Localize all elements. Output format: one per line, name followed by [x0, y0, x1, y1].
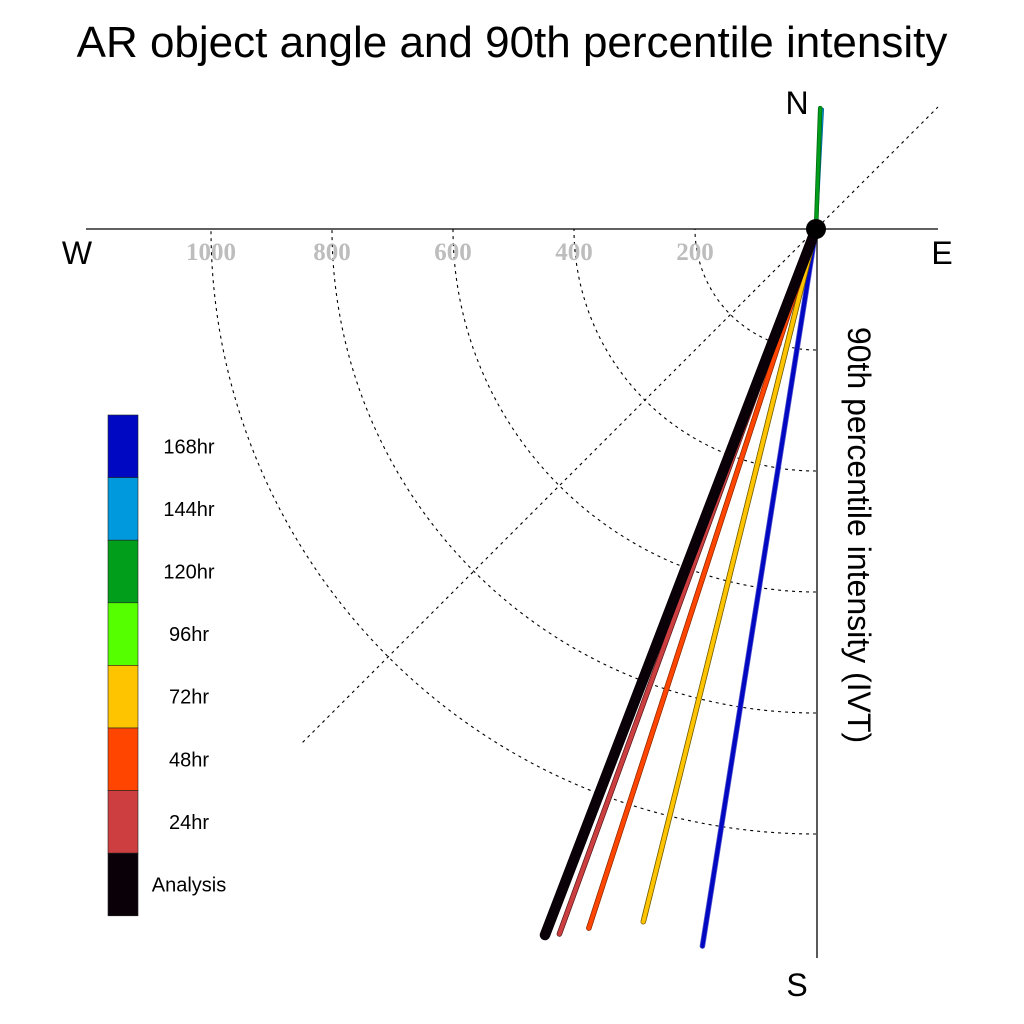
ring-label-200: 200: [676, 239, 714, 266]
legend-swatch-24hr: [107, 790, 139, 854]
ring-label-800: 800: [313, 239, 351, 266]
ring-label-400: 400: [555, 239, 593, 266]
legend-swatch-Analysis: [107, 852, 139, 917]
legend-swatch-96hr: [107, 602, 139, 666]
grid-ring-1000: [210, 228, 817, 835]
series-line-168hr: [699, 226, 819, 949]
ring-label-1000: 1000: [186, 239, 236, 266]
compass-south-label: S: [786, 967, 807, 1003]
series-line-Analysis: [539, 223, 822, 941]
series-line-120hr: [813, 105, 823, 232]
compass-west-label: W: [62, 235, 93, 271]
legend-swatch-144hr: [107, 477, 139, 541]
legend: 168hr 144hr 120hr 96hr 72hr 48hr 24hr Analysis: [107, 414, 226, 917]
legend-label-96hr: 96hr: [169, 624, 209, 646]
legend-swatch-168hr: [107, 414, 139, 478]
compass-axes: [86, 228, 938, 958]
legend-swatch-72hr: [107, 665, 139, 729]
series-line-48hr: [586, 226, 819, 931]
series-line-72hr: [640, 226, 819, 925]
grid-ring-600: [452, 228, 817, 593]
compass-east-label: E: [931, 235, 952, 271]
legend-swatch-48hr: [107, 727, 139, 791]
series-lines: [539, 105, 825, 949]
grid-ring-800: [331, 228, 817, 714]
grid-diagonal: [302, 106, 939, 743]
legend-label-Analysis: Analysis: [152, 875, 226, 897]
legend-label-120hr: 120hr: [163, 562, 214, 584]
legend-label-168hr: 168hr: [163, 436, 214, 458]
radial-axis-label: 90th percentile intensity (IVT): [841, 327, 877, 743]
legend-label-72hr: 72hr: [169, 687, 209, 709]
compass-north-label: N: [785, 85, 808, 121]
legend-label-24hr: 24hr: [169, 812, 209, 834]
polar-grid: 200 400 600 800 1000: [186, 106, 939, 835]
legend-label-48hr: 48hr: [169, 749, 209, 771]
ring-label-600: 600: [434, 239, 472, 266]
legend-swatch-120hr: [107, 539, 139, 604]
origin-marker: [806, 219, 826, 239]
legend-label-144hr: 144hr: [163, 499, 214, 521]
chart-title: AR object angle and 90th percentile inte…: [77, 18, 948, 67]
